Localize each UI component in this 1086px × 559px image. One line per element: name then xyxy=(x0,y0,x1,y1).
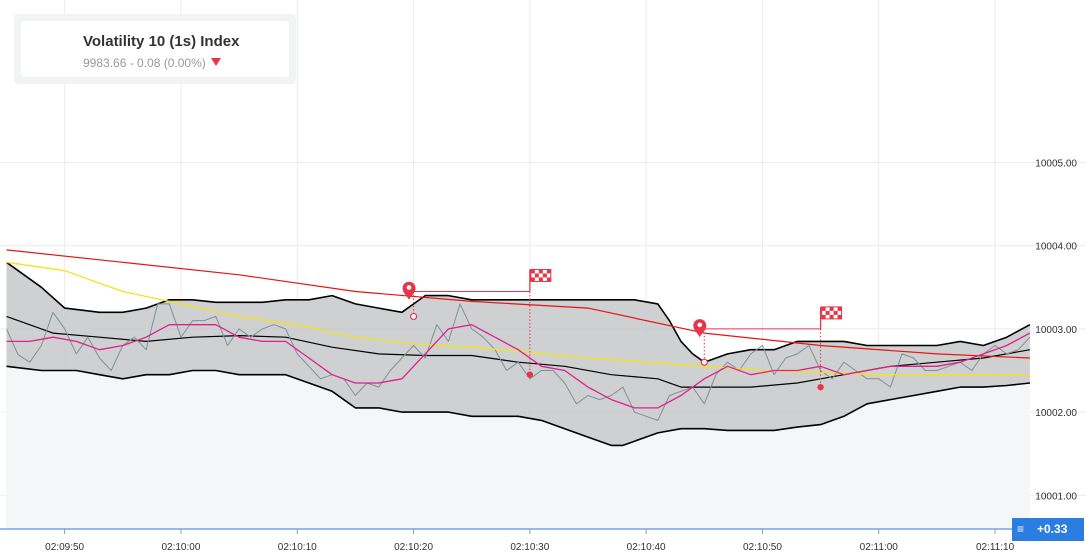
flag-square xyxy=(534,273,539,278)
entry-pin-dot xyxy=(697,322,703,328)
y-tick-label: 10002.00 xyxy=(1035,408,1077,419)
x-tick-label: 02:10:20 xyxy=(394,542,433,553)
bollinger-band-area xyxy=(6,262,1030,446)
x-tick-label: 02:10:30 xyxy=(510,542,549,553)
x-tick-label: 02:10:50 xyxy=(743,542,782,553)
symbol-quote: 9983.66 - 0.08 (0.00%) xyxy=(83,56,206,70)
symbol-quote-row: 9983.66 - 0.08 (0.00%) xyxy=(83,56,289,70)
y-tick-label: 10001.00 xyxy=(1035,491,1077,502)
x-tick-label: 02:10:40 xyxy=(627,542,666,553)
flag-square xyxy=(530,277,535,282)
bollinger-lower-line xyxy=(6,365,1030,447)
exit-spot xyxy=(526,371,534,378)
trade-marker-group[interactable] xyxy=(693,306,843,391)
flag-square xyxy=(546,269,551,274)
current-price-badge[interactable]: ≡ +0.33 xyxy=(1012,518,1084,541)
flag-square xyxy=(833,310,838,315)
moving-average-magenta-line xyxy=(6,324,1031,409)
flag-square xyxy=(538,277,543,282)
down-triangle-icon xyxy=(210,58,221,66)
flag-square xyxy=(829,306,834,311)
entry-spot xyxy=(700,358,708,366)
lower-shaded-area xyxy=(6,366,1030,529)
symbol-info-card[interactable]: Volatility 10 (1s) Index 9983.66 - 0.08 … xyxy=(14,14,296,84)
entry-pin-icon xyxy=(402,281,416,301)
flag-square xyxy=(837,306,842,311)
entry-pin-dot xyxy=(406,285,412,290)
exit-spot xyxy=(817,383,824,391)
symbol-name: Volatility 10 (1s) Index xyxy=(83,33,240,50)
x-tick-label: 02:10:10 xyxy=(278,542,317,553)
moving-average-red-line xyxy=(6,249,1030,359)
trade-marker-group[interactable] xyxy=(402,268,552,378)
current-price-badge-label: +0.33 xyxy=(1037,522,1068,536)
flag-square xyxy=(542,273,547,278)
x-tick-label: 02:11:00 xyxy=(860,542,899,553)
flag-square xyxy=(821,306,826,311)
flag-square xyxy=(837,314,842,319)
x-tick-label: 02:11:10 xyxy=(976,542,1015,553)
flag-square xyxy=(546,277,551,282)
entry-spot xyxy=(409,312,418,321)
flag-square xyxy=(829,314,834,319)
symbol-info-inner: Volatility 10 (1s) Index 9983.66 - 0.08 … xyxy=(21,21,289,77)
trade-markers[interactable] xyxy=(402,268,843,391)
y-tick-label: 10004.00 xyxy=(1035,242,1077,253)
x-tick-label: 02:10:00 xyxy=(161,542,200,553)
flag-square xyxy=(538,269,543,274)
flag-square xyxy=(821,314,826,319)
bollinger-upper-line xyxy=(6,261,1031,364)
y-tick-label: 10005.00 xyxy=(1035,159,1077,170)
entry-pin-icon xyxy=(693,319,707,338)
flag-square xyxy=(530,269,535,274)
x-axis: 02:09:50 02:10:00 02:10:10 02:10:20 02:10:30… xyxy=(45,529,1015,553)
y-axis: 10001.00 10002.00 10003.00 10004.00 10005.00 xyxy=(1035,159,1077,503)
chart-series xyxy=(6,249,1031,447)
y-tick-label: 10003.00 xyxy=(1035,325,1077,336)
menu-lines-icon: ≡ xyxy=(1017,522,1025,536)
x-tick-label: 02:09:50 xyxy=(45,542,84,553)
flag-square xyxy=(825,310,830,315)
